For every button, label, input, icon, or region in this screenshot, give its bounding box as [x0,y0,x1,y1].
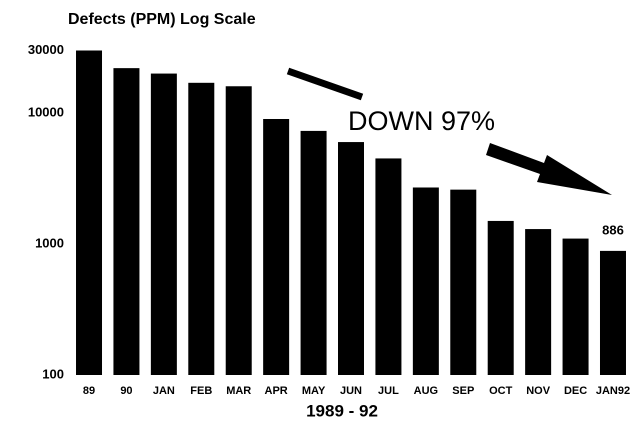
x-tick-label: 90 [120,385,132,397]
bar [300,130,327,375]
x-tick-label: APR [265,385,288,397]
x-tick-label: JAN92 [596,385,630,397]
x-tick-label: JAN [153,385,175,397]
bar [113,68,140,375]
x-tick-label: 89 [83,385,95,397]
y-tick-label: 30000 [28,42,64,57]
x-tick-label: MAR [226,385,251,397]
bar [188,82,215,375]
bar [375,158,402,375]
bar [562,238,589,375]
bar [76,50,103,375]
x-tick-label: NOV [526,385,551,397]
bar [225,86,252,375]
bar [599,250,626,375]
x-tick-label: AUG [414,385,438,397]
data-label: 886 [602,222,624,237]
trend-stroke [286,67,364,101]
x-tick-label: OCT [489,385,513,397]
x-tick-label: DEC [564,385,587,397]
annotation: DOWN 97% [348,106,495,136]
x-tick-label: JUL [378,385,399,397]
x-tick-label: FEB [190,385,212,397]
y-tick-label: 10000 [28,104,64,119]
bar [263,118,290,375]
x-tick-label: MAY [302,385,326,397]
x-axis-label: 1989 - 92 [306,401,378,420]
y-tick-label: 1000 [35,235,64,250]
x-tick-label: SEP [452,385,474,397]
bar [150,73,177,376]
x-tick-label: JUN [340,385,362,397]
trend-arrow [486,143,612,195]
bar [338,142,364,375]
bar [487,220,514,375]
bar [525,229,552,375]
chart-title: Defects (PPM) Log Scale [68,11,256,28]
bar [450,189,477,375]
bar [412,187,439,375]
y-tick-label: 100 [42,366,64,381]
